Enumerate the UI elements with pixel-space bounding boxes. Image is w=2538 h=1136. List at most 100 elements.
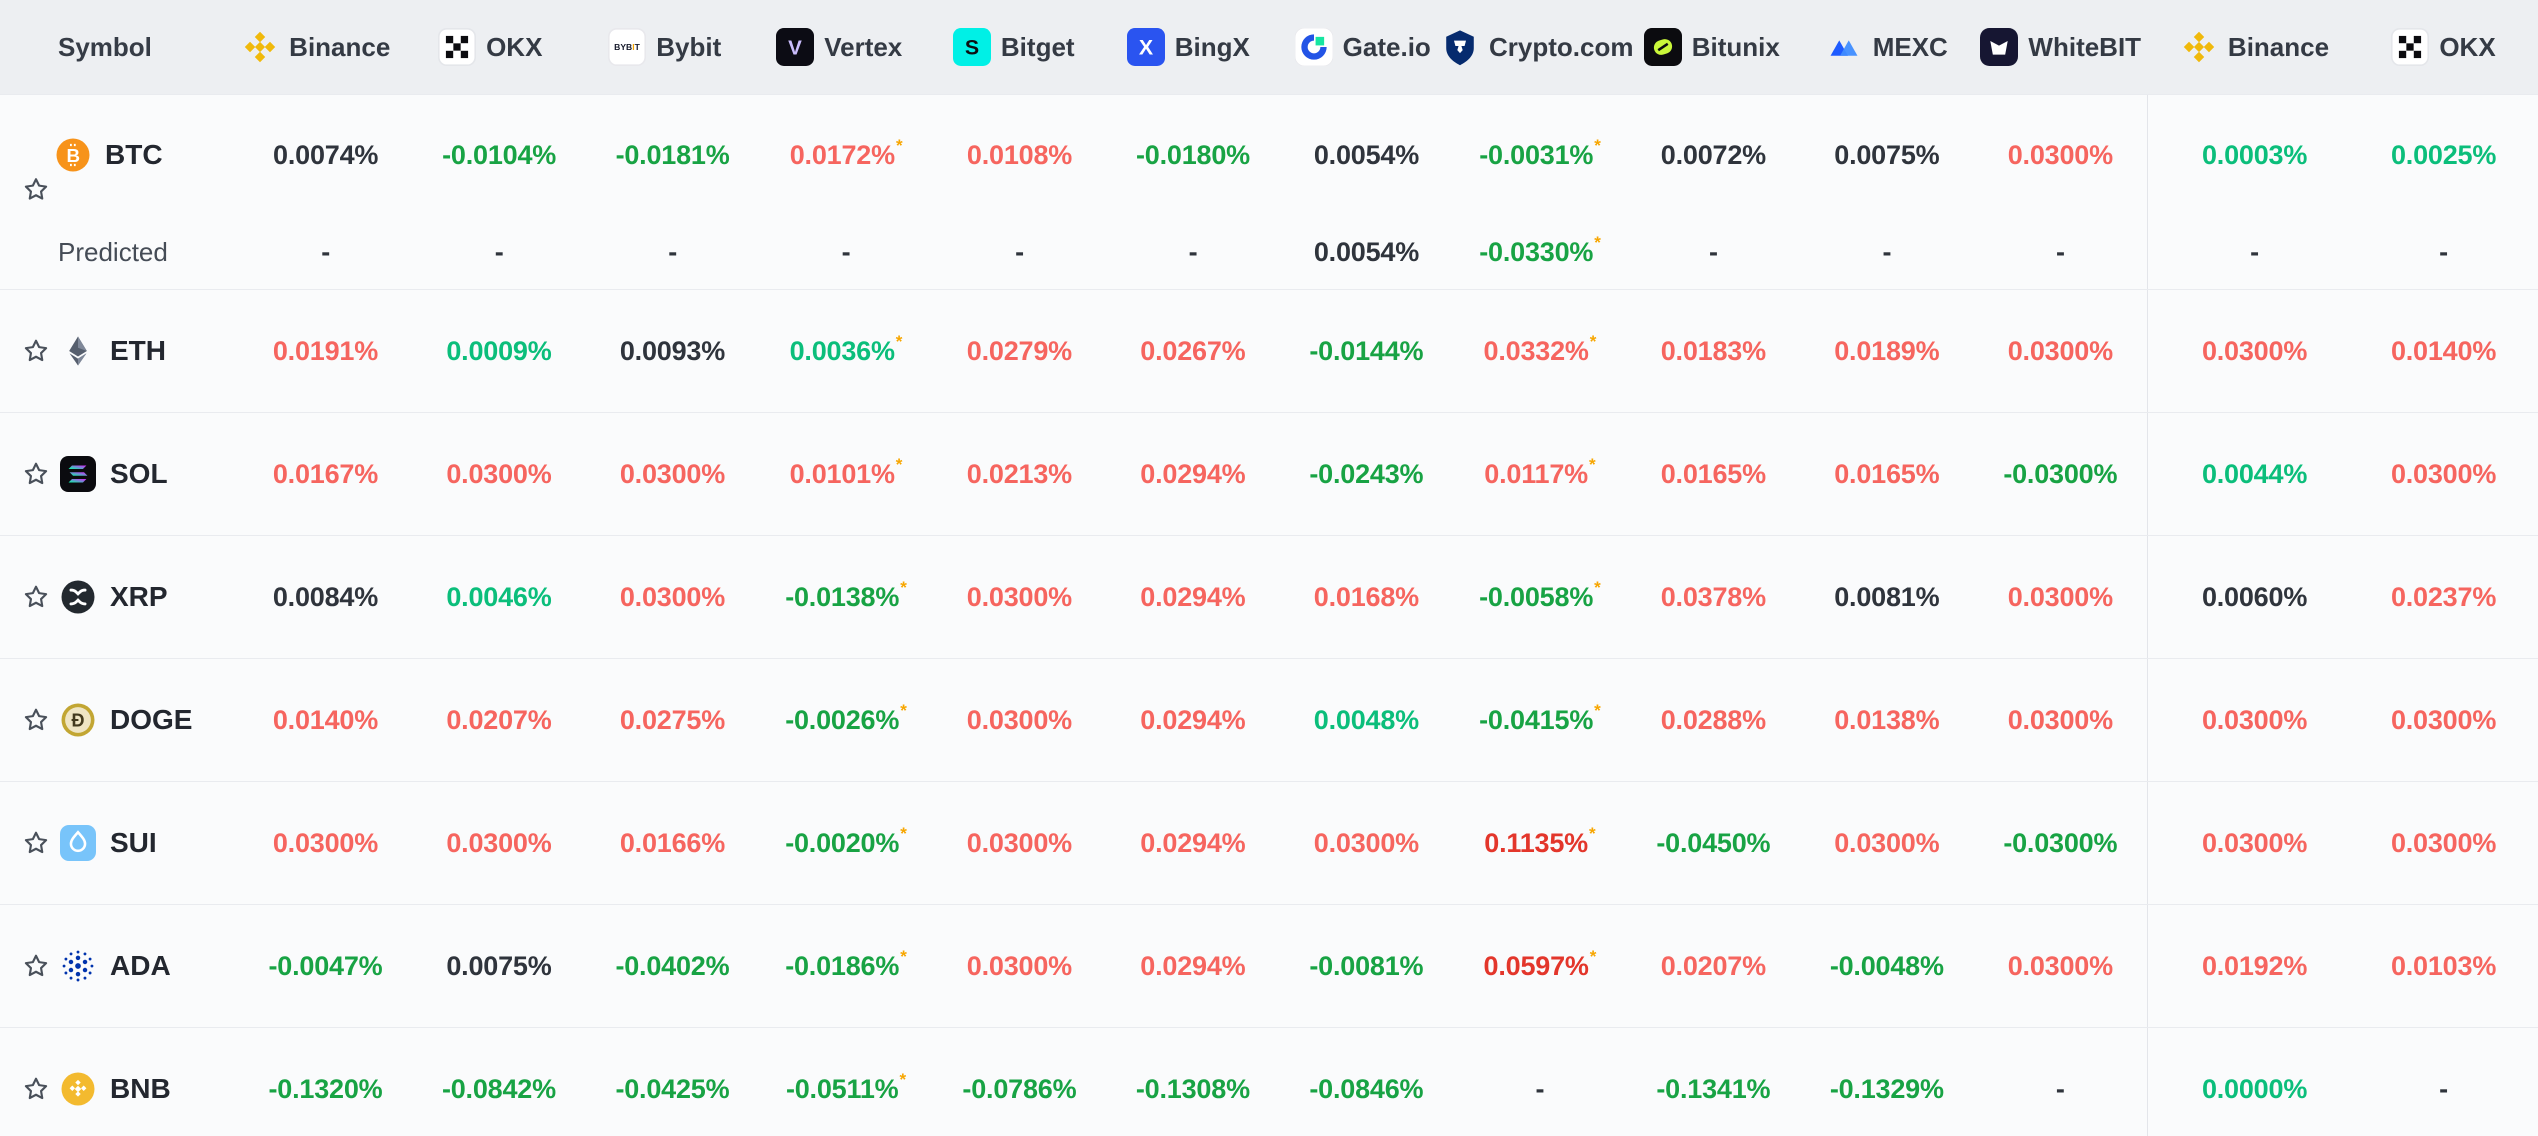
vertex-icon: V <box>776 28 815 66</box>
okx-icon <box>438 28 477 66</box>
rate-cell-btc-predicted: - <box>759 237 932 268</box>
column-header-whitebit[interactable]: WhiteBIT <box>1974 28 2149 66</box>
column-header-okx[interactable]: OKX <box>403 28 578 66</box>
rate-cell-eth: 0.0093% <box>586 336 759 367</box>
symbol-name[interactable]: SOL <box>110 458 168 489</box>
rate-cell-sui: 0.0300% <box>933 828 1106 859</box>
rate-value: -0.0300% <box>2003 827 2118 858</box>
rate-cell-btc: 0.0074% <box>239 140 412 171</box>
table-row-btc: B BTC 0.0074% -0.0104% -0.0181% 0.0172% * 0.010… <box>0 94 2538 289</box>
column-header-gate-io[interactable]: Gate.io <box>1276 28 1451 66</box>
rate-value: 0.0166% <box>619 827 726 858</box>
rate-value: - <box>668 236 677 267</box>
favorite-star-button[interactable] <box>21 1074 51 1104</box>
highlight-asterisk: * <box>1594 701 1601 720</box>
rate-value: 0.0300% <box>2201 704 2308 735</box>
rate-cell-bnb: -0.1329% <box>1800 1074 1973 1105</box>
rate-value: 0.0044% <box>2201 458 2308 489</box>
star-icon <box>24 462 48 485</box>
rate-value: 0.0300% <box>2390 704 2497 735</box>
rate-value: 0.0294% <box>1140 581 1246 612</box>
rate-value: 0.0300% <box>2007 704 2113 735</box>
exchange-name: OKX <box>486 31 543 62</box>
symbol-name[interactable]: ADA <box>110 950 171 981</box>
rate-value: - <box>1188 236 1198 267</box>
favorite-star-button[interactable] <box>21 459 51 489</box>
symbol-name[interactable]: BNB <box>110 1073 171 1104</box>
rate-cell-doge: 0.0300% <box>2349 705 2538 736</box>
rate-cell-xrp: -0.0058% * <box>1453 578 1626 613</box>
favorite-star-button[interactable] <box>21 582 51 612</box>
rate-cell-xrp: 0.0060% <box>2160 582 2349 613</box>
pinned-exchange-headers: Binance OKX <box>2148 28 2538 66</box>
favorite-star-button[interactable] <box>21 175 51 205</box>
column-header-crypto-com[interactable]: Crypto.com <box>1446 28 1633 66</box>
column-header-bingx[interactable]: X BingX <box>1101 28 1276 66</box>
rate-value: 0.0300% <box>619 458 726 489</box>
symbol-name[interactable]: DOGE <box>110 704 193 735</box>
rate-cell-ada: -0.0047% <box>239 951 412 982</box>
rate-value: - <box>2055 236 2065 267</box>
rate-cell-xrp: 0.0046% <box>412 582 585 613</box>
rate-value: -0.0047% <box>268 950 383 981</box>
exchange-name: BingX <box>1174 31 1250 62</box>
rate-value: 0.0138% <box>1834 704 1940 735</box>
rate-cell-sui: -0.0300% <box>1974 828 2147 859</box>
column-header-binance[interactable]: Binance <box>229 28 404 66</box>
rate-cell-bnb: -0.0842% <box>412 1074 585 1105</box>
symbol-name[interactable]: XRP <box>110 581 168 612</box>
table-row-eth: ETH 0.0191% 0.0009% 0.0093% 0.0036% * 0.0279% 0… <box>0 289 2538 412</box>
rate-value: 0.0003% <box>2201 139 2308 170</box>
symbol-cell: XRP <box>0 579 239 615</box>
highlight-asterisk: * <box>900 578 907 597</box>
rate-cell-sui: -0.0020% * <box>759 824 932 859</box>
column-header-bybit[interactable]: BYBIT Bybit <box>578 28 753 66</box>
symbol-cell: ETH <box>0 333 239 369</box>
symbol-name[interactable]: SUI <box>110 827 157 858</box>
pinned-column-header-binance[interactable]: Binance <box>2160 28 2349 66</box>
favorite-star-button[interactable] <box>21 828 51 858</box>
table-row-doge: Ð DOGE 0.0140% 0.0207% 0.0275% -0.0026% * 0.030… <box>0 658 2538 781</box>
rate-cell-doge: 0.0294% <box>1106 705 1279 736</box>
pinned-section: 0.0192% 0.0103% <box>2147 905 2538 1027</box>
rate-value: 0.0300% <box>619 581 726 612</box>
rate-value: 0.0167% <box>272 458 379 489</box>
symbol-name[interactable]: ETH <box>110 335 166 366</box>
column-header-bitget[interactable]: S Bitget <box>927 28 1102 66</box>
rate-value: 0.0294% <box>1140 827 1246 858</box>
favorite-star-button[interactable] <box>21 705 51 735</box>
pinned-column-header-okx[interactable]: OKX <box>2349 28 2538 66</box>
rate-cell-sol: 0.0213% <box>933 459 1106 490</box>
rate-cell-doge: 0.0140% <box>239 705 412 736</box>
rate-value: - <box>1535 1073 1545 1104</box>
rate-value: 0.0300% <box>272 827 379 858</box>
rate-value: -0.1329% <box>1829 1073 1944 1104</box>
pinned-section: 0.0300% 0.0300% <box>2147 659 2538 781</box>
bitunix-icon <box>1643 28 1682 66</box>
column-header-vertex[interactable]: V Vertex <box>752 28 927 66</box>
favorite-star-button[interactable] <box>21 336 51 366</box>
column-header-symbol[interactable]: Symbol <box>58 31 152 62</box>
rate-value: -0.0081% <box>1309 950 1424 981</box>
highlight-asterisk: * <box>1594 578 1601 597</box>
favorite-star-button[interactable] <box>21 951 51 981</box>
rate-value: 0.0378% <box>1660 581 1766 612</box>
rate-cell-ada: 0.0300% <box>933 951 1106 982</box>
rate-value: 0.0165% <box>1834 458 1940 489</box>
column-header-mexc[interactable]: MEXC <box>1799 28 1974 66</box>
rate-value: -0.0330% <box>1479 236 1594 267</box>
exchange-name: Binance <box>289 31 391 62</box>
rate-value: -0.0243% <box>1309 458 1424 489</box>
table-row-sol: SOL 0.0167% 0.0300% 0.0300% 0.0101% * 0.0213% 0… <box>0 412 2538 535</box>
exchange-name: Vertex <box>824 31 903 62</box>
rate-value: 0.0300% <box>966 581 1072 612</box>
rate-value: -0.0786% <box>962 1073 1077 1104</box>
rate-cell-btc: 0.0108% <box>933 140 1106 171</box>
symbol-name[interactable]: BTC <box>105 139 163 170</box>
exchange-name: Bybit <box>656 31 722 62</box>
symbol-cell: B BTC <box>0 137 239 173</box>
rate-cell-sol: 0.0044% <box>2160 459 2349 490</box>
column-header-bitunix[interactable]: Bitunix <box>1625 28 1800 66</box>
highlight-asterisk: * <box>900 701 907 720</box>
rate-value: 0.0025% <box>2390 139 2497 170</box>
